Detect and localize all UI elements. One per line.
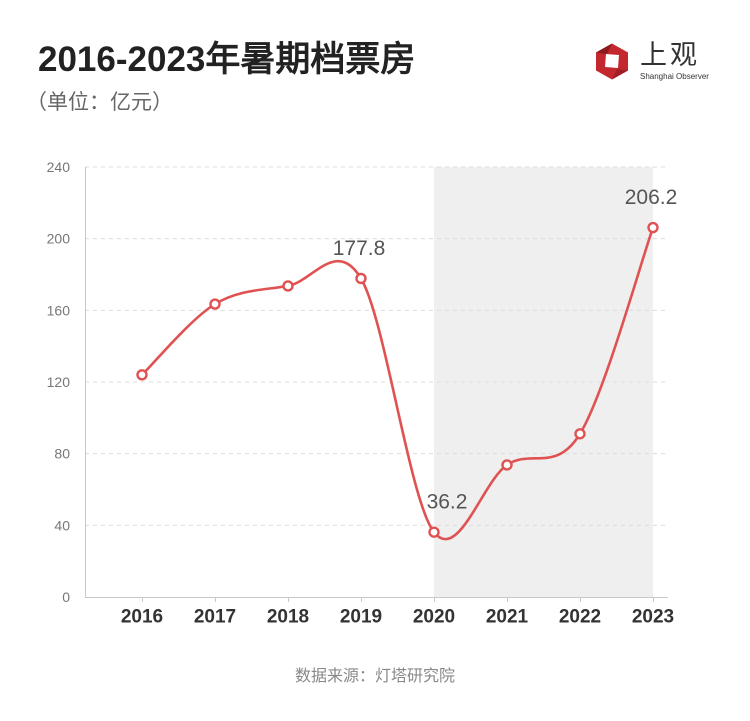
data-label-2019: 177.8 — [333, 237, 386, 260]
x-tick-label-2021: 2021 — [486, 607, 529, 628]
data-point-2019 — [355, 272, 367, 285]
data-point-2017 — [209, 298, 221, 310]
y-tick-label-120: 120 — [47, 374, 71, 390]
chart-subtitle: （单位：亿元） — [26, 91, 173, 114]
y-tick-label-160: 160 — [47, 302, 71, 318]
data-point-2021 — [501, 459, 513, 471]
logo-name: 上观 — [640, 40, 700, 71]
logo-tagline: Shanghai Observer — [640, 72, 709, 81]
x-tick-label-2020: 2020 — [413, 607, 455, 628]
x-tick-label-2022: 2022 — [559, 607, 601, 628]
shanghai-observer-logo-icon — [596, 43, 628, 80]
x-tick-label-2019: 2019 — [340, 607, 382, 628]
data-point-2022 — [574, 428, 586, 440]
y-tick-label-200: 200 — [47, 231, 71, 247]
y-tick-label-240: 240 — [47, 159, 71, 175]
y-tick-label-0: 0 — [62, 589, 70, 605]
data-point-2020 — [428, 526, 440, 538]
chart-title: 2016-2023年暑期档票房 — [38, 40, 416, 79]
data-point-2016 — [136, 369, 148, 381]
data-label-2020: 36.2 — [427, 491, 468, 514]
x-tick-label-2016: 2016 — [121, 607, 163, 628]
y-tick-label-80: 80 — [54, 446, 70, 462]
x-tick-label-2017: 2017 — [194, 607, 236, 628]
data-source: 数据来源：灯塔研究院 — [294, 668, 455, 685]
y-tick-label-40: 40 — [54, 517, 70, 533]
data-point-2018 — [282, 280, 294, 292]
x-tick-label-2018: 2018 — [267, 607, 309, 628]
data-label-2023: 206.2 — [625, 186, 678, 209]
x-tick-label-2023: 2023 — [632, 607, 674, 628]
data-point-2023 — [647, 221, 659, 234]
